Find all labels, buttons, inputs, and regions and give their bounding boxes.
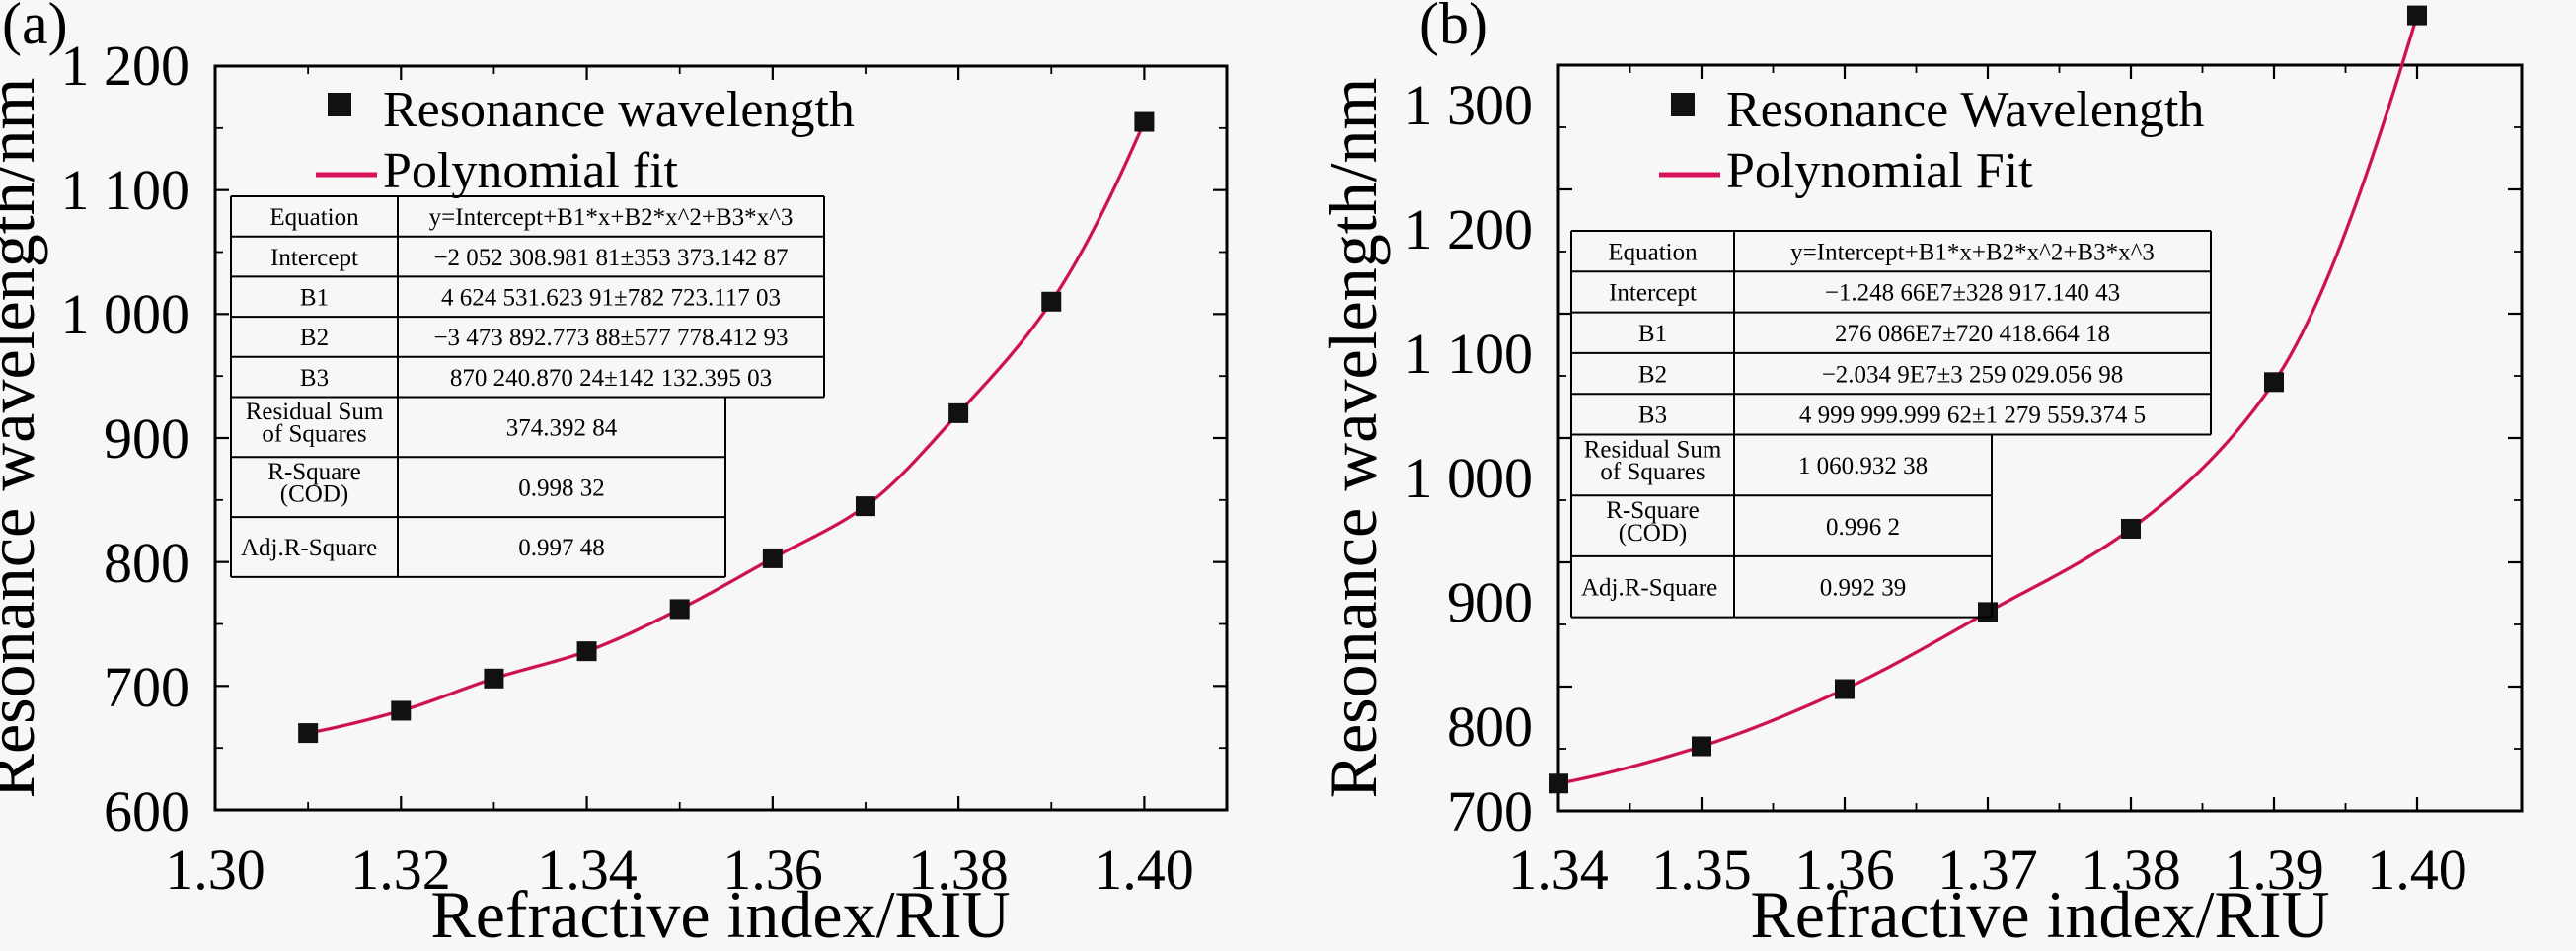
svg-text:Equation: Equation (269, 204, 359, 231)
svg-text:4 624 531.623 91±782 723.117 0: 4 624 531.623 91±782 723.117 03 (441, 285, 781, 312)
svg-text:Resonance Wavelength: Resonance Wavelength (1726, 82, 2204, 138)
svg-text:1 200: 1 200 (1404, 197, 1534, 261)
svg-text:800: 800 (1447, 695, 1533, 759)
svg-text:1 300: 1 300 (1404, 73, 1534, 137)
svg-text:600: 600 (104, 779, 189, 843)
svg-text:Polynomial Fit: Polynomial Fit (1726, 143, 2033, 199)
svg-text:Refractive index/RIU: Refractive index/RIU (1750, 877, 2329, 946)
svg-text:Resonance wavelength/nm: Resonance wavelength/nm (0, 78, 48, 799)
svg-text:1 000: 1 000 (1404, 446, 1534, 510)
svg-text:276 086E7±720 418.664 18: 276 086E7±720 418.664 18 (1835, 321, 2110, 347)
svg-text:700: 700 (104, 655, 189, 719)
svg-text:−2.034 9E7±3 259 029.056 98: −2.034 9E7±3 259 029.056 98 (1822, 361, 2124, 388)
svg-text:1.35: 1.35 (1651, 838, 1752, 902)
svg-text:(COD): (COD) (280, 480, 348, 507)
svg-text:y=Intercept+B1*x+B2*x^2+B3*x^3: y=Intercept+B1*x+B2*x^2+B3*x^3 (1790, 239, 2155, 265)
svg-text:Polynomial fit: Polynomial fit (383, 143, 679, 199)
svg-text:Intercept: Intercept (270, 245, 358, 271)
svg-text:Equation: Equation (1608, 239, 1698, 265)
svg-text:1.30: 1.30 (165, 838, 265, 902)
svg-text:(b): (b) (1419, 0, 1488, 56)
svg-text:Resonance wavelength/nm: Resonance wavelength/nm (1316, 78, 1391, 799)
svg-text:1.34: 1.34 (1508, 838, 1609, 902)
svg-text:B2: B2 (1638, 361, 1667, 388)
svg-text:B1: B1 (300, 285, 329, 312)
svg-text:B3: B3 (300, 365, 329, 392)
svg-text:0.997 48: 0.997 48 (518, 535, 605, 561)
svg-text:0.998 32: 0.998 32 (518, 475, 605, 501)
svg-text:1 100: 1 100 (61, 158, 190, 222)
svg-text:of Squares: of Squares (1600, 459, 1705, 485)
svg-text:0.992 39: 0.992 39 (1820, 575, 1907, 602)
svg-text:B3: B3 (1638, 402, 1667, 429)
svg-text:−1.248 66E7±328 917.140 43: −1.248 66E7±328 917.140 43 (1825, 280, 2120, 307)
svg-text:1 000: 1 000 (61, 282, 190, 346)
svg-text:1 100: 1 100 (1404, 322, 1534, 386)
svg-text:Resonance wavelength: Resonance wavelength (383, 82, 855, 138)
svg-text:B2: B2 (300, 325, 329, 351)
svg-text:B1: B1 (1638, 321, 1667, 347)
svg-text:of Squares: of Squares (262, 421, 366, 448)
svg-text:900: 900 (1447, 570, 1533, 634)
svg-text:−2 052 308.981 81±353 373.142: −2 052 308.981 81±353 373.142 87 (433, 245, 788, 271)
svg-text:4 999 999.999 62±1 279 559.374: 4 999 999.999 62±1 279 559.374 5 (1799, 402, 2146, 429)
svg-text:1 200: 1 200 (61, 34, 190, 98)
svg-text:Adj.R-Square: Adj.R-Square (241, 535, 377, 561)
svg-text:870 240.870 24±142 132.395 03: 870 240.870 24±142 132.395 03 (450, 365, 772, 392)
svg-text:Refractive index/RIU: Refractive index/RIU (430, 877, 1010, 946)
svg-text:1 060.932 38: 1 060.932 38 (1798, 453, 1928, 479)
svg-text:−3 473 892.773 88±577 778.412: −3 473 892.773 88±577 778.412 93 (433, 325, 788, 351)
svg-text:1.40: 1.40 (2367, 838, 2467, 902)
svg-text:1.40: 1.40 (1094, 838, 1194, 902)
svg-text:Intercept: Intercept (1609, 280, 1697, 307)
svg-text:Adj.R-Square: Adj.R-Square (1581, 575, 1717, 602)
svg-text:800: 800 (104, 531, 189, 595)
svg-text:900: 900 (104, 406, 189, 471)
svg-text:y=Intercept+B1*x+B2*x^2+B3*x^3: y=Intercept+B1*x+B2*x^2+B3*x^3 (429, 204, 794, 231)
svg-text:374.392 84: 374.392 84 (506, 415, 618, 442)
svg-text:(COD): (COD) (1619, 520, 1687, 547)
svg-text:0.996 2: 0.996 2 (1826, 514, 1900, 541)
svg-text:700: 700 (1447, 779, 1533, 843)
svg-text:(a): (a) (2, 0, 68, 56)
